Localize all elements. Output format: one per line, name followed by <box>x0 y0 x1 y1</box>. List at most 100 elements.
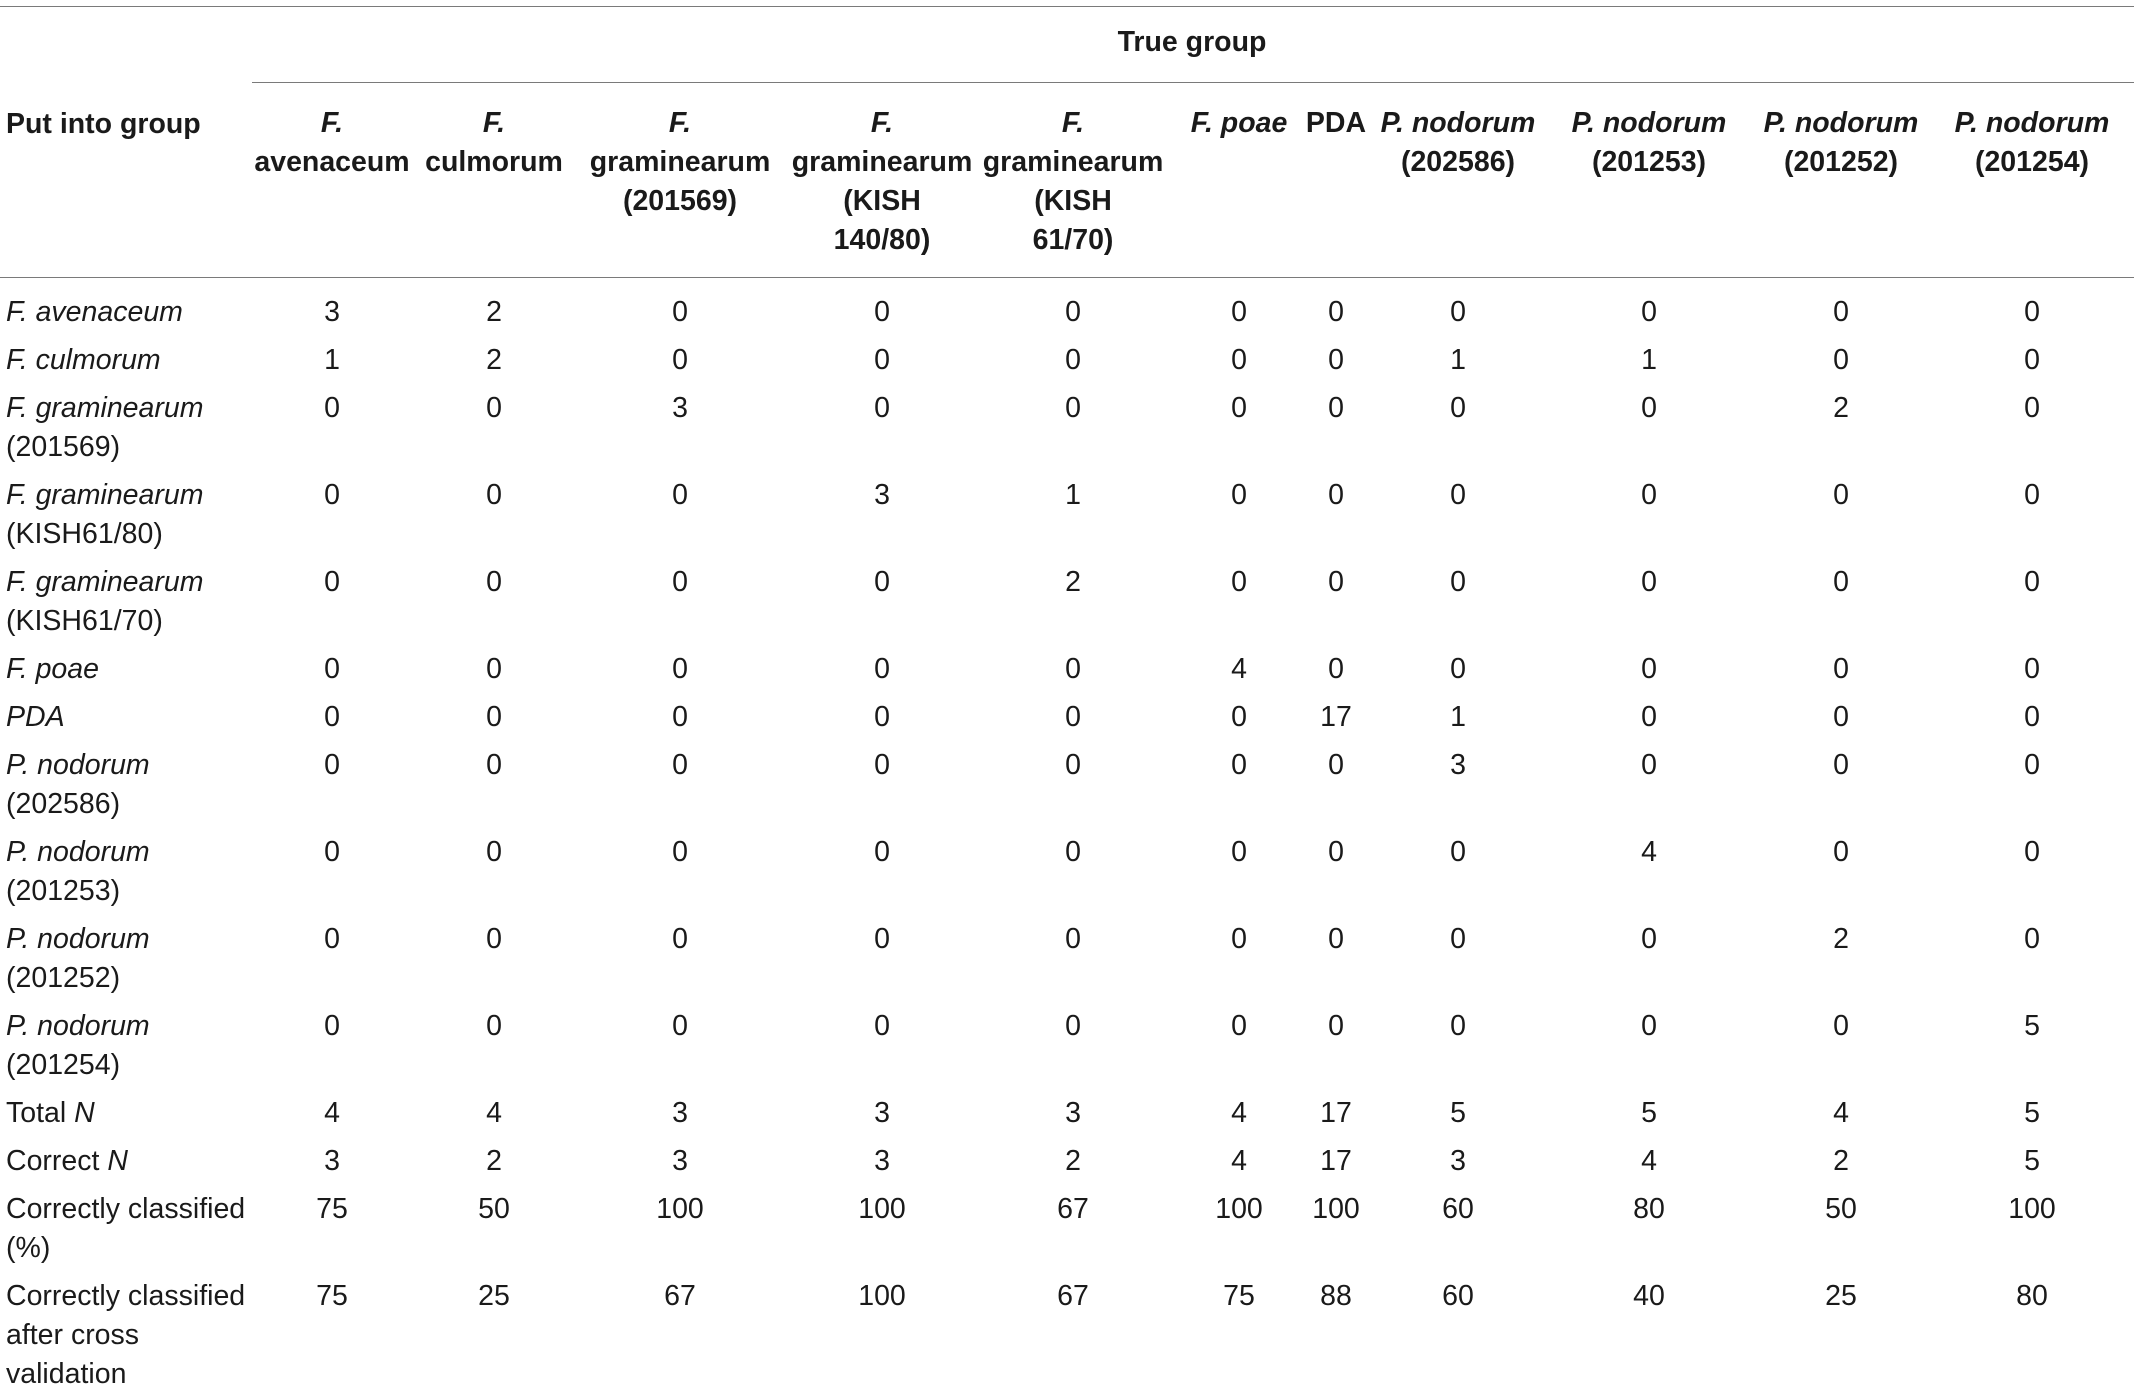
table-cell: 2 <box>1833 1145 1849 1177</box>
row-label-line: (201254) <box>6 1049 121 1081</box>
table-cell: 3 <box>672 1145 688 1177</box>
column-header-species: P. nodorum <box>1763 107 1919 139</box>
column-header-species: F. <box>870 107 894 139</box>
table-cell: 0 <box>874 701 890 733</box>
row-label-line: F. poae <box>6 653 99 685</box>
table-cell: 0 <box>1450 296 1466 328</box>
column-header-species: P. nodorum <box>1571 107 1727 139</box>
row-label: F. graminearum (KISH61/70) <box>6 563 203 641</box>
table-cell: 0 <box>874 566 890 598</box>
column-header-species: F. poae <box>1190 107 1288 139</box>
table-cell: 0 <box>672 701 688 733</box>
table-cell: 3 <box>1450 1145 1466 1177</box>
table-cell: 0 <box>1450 566 1466 598</box>
table-cell: 0 <box>1833 344 1849 376</box>
table-cell: 0 <box>1328 1010 1344 1042</box>
table-cell: 0 <box>1065 749 1081 781</box>
table-cell: 75 <box>316 1280 348 1312</box>
table-cell: 0 <box>1328 479 1344 511</box>
table-cell: 0 <box>324 392 340 424</box>
table-cell: 0 <box>874 344 890 376</box>
table-cell: 3 <box>324 1145 340 1177</box>
table-cell: 0 <box>874 749 890 781</box>
column-header: F. avenaceum <box>254 104 409 182</box>
row-label-line: P. nodorum <box>6 836 150 868</box>
table-cell: 0 <box>486 566 502 598</box>
column-header-line: (202586) <box>1400 146 1516 178</box>
table-cell: 0 <box>1833 749 1849 781</box>
table-cell: 0 <box>1328 653 1344 685</box>
table-cell: 4 <box>1641 836 1657 868</box>
row-label-line: F. graminearum <box>6 566 204 598</box>
table-cell: 3 <box>1450 749 1466 781</box>
table-cell: 80 <box>1633 1193 1665 1225</box>
table-cell: 0 <box>1231 344 1247 376</box>
column-header-species: F. <box>668 107 692 139</box>
column-header-line: graminearum <box>982 146 1164 178</box>
row-label-line: Correctly classified <box>6 1280 246 1312</box>
row-label-line: F. graminearum <box>6 392 204 424</box>
table-cell: 17 <box>1320 1097 1352 1129</box>
table-cell: 0 <box>1065 1010 1081 1042</box>
table-cell: 4 <box>486 1097 502 1129</box>
table-cell: 0 <box>1065 344 1081 376</box>
table-cell: 0 <box>1641 701 1657 733</box>
table-cell: 0 <box>2024 392 2040 424</box>
row-label-line: Correctly classified <box>6 1193 246 1225</box>
table-cell: 0 <box>2024 344 2040 376</box>
table-cell: 25 <box>1825 1280 1857 1312</box>
column-header: PDA <box>1306 104 1366 143</box>
column-header: F. graminearum (201569) <box>590 104 771 221</box>
table-cell: 0 <box>1450 479 1466 511</box>
table-cell: 2 <box>1065 566 1081 598</box>
row-label-line: (KISH61/70) <box>6 605 163 637</box>
table-cell: 0 <box>1065 653 1081 685</box>
table-cell: 0 <box>672 653 688 685</box>
table-cell: 0 <box>1833 653 1849 685</box>
column-header-species: F. <box>482 107 506 139</box>
table-cell: 3 <box>672 1097 688 1129</box>
table-cell: 0 <box>672 749 688 781</box>
column-header-line: (201569) <box>622 185 738 217</box>
row-label-text: Correct <box>6 1145 108 1177</box>
table-cell: 0 <box>2024 479 2040 511</box>
column-header: P. nodorum (201252) <box>1764 104 1919 182</box>
table-cell: 0 <box>1833 836 1849 868</box>
table-cell: 75 <box>1223 1280 1255 1312</box>
table-cell: 0 <box>1231 566 1247 598</box>
table-cell: 2 <box>486 1145 502 1177</box>
table-cell: 0 <box>2024 296 2040 328</box>
table-cell: 0 <box>486 749 502 781</box>
table-cell: 0 <box>2024 836 2040 868</box>
table-cell: 60 <box>1442 1193 1474 1225</box>
table-cell: 0 <box>2024 566 2040 598</box>
table-cell: 0 <box>1450 653 1466 685</box>
table-cell: 5 <box>2024 1010 2040 1042</box>
table-cell: 0 <box>1328 566 1344 598</box>
table-cell: 1 <box>1641 344 1657 376</box>
row-label-line: F. culmorum <box>6 344 161 376</box>
row-label: Correctly classified (%) <box>6 1190 245 1268</box>
true-group-rule <box>252 82 2134 83</box>
table-cell: 25 <box>478 1280 510 1312</box>
table-cell: 5 <box>1450 1097 1466 1129</box>
column-header-line: 61/70) <box>1032 224 1114 256</box>
column-header: F. graminearum (KISH 61/70) <box>983 104 1164 260</box>
column-header-line: graminearum <box>589 146 771 178</box>
table-cell: 1 <box>1065 479 1081 511</box>
column-header-species: F. <box>1061 107 1085 139</box>
table-cell: 0 <box>324 653 340 685</box>
table-cell: 1 <box>324 344 340 376</box>
true-group-heading: True group <box>1117 26 1267 58</box>
row-label-line: validation <box>6 1358 127 1390</box>
table-cell: 50 <box>478 1193 510 1225</box>
table-cell: 0 <box>1641 749 1657 781</box>
row-label-line: F. graminearum <box>6 479 204 511</box>
table-cell: 100 <box>1312 1193 1360 1225</box>
row-label-text: Total <box>6 1097 75 1129</box>
table-cell: 50 <box>1825 1193 1857 1225</box>
table-cell: 88 <box>1320 1280 1352 1312</box>
table-cell: 0 <box>1450 836 1466 868</box>
table-cell: 0 <box>1065 296 1081 328</box>
table-cell: 0 <box>874 392 890 424</box>
